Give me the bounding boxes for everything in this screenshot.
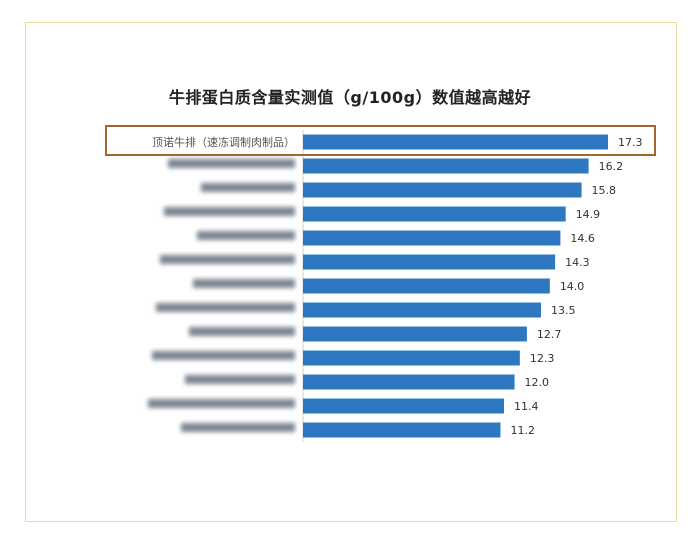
data-label: 14.6 xyxy=(570,232,595,245)
bar xyxy=(303,182,582,198)
data-label: 11.4 xyxy=(514,400,539,413)
category-label-redacted xyxy=(100,350,295,363)
data-label: 12.0 xyxy=(525,376,550,389)
bar xyxy=(303,254,556,270)
category-label-redacted xyxy=(100,374,295,387)
data-label: 14.9 xyxy=(576,208,601,221)
chart-title: 牛排蛋白质含量实测值（g/100g）数值越高越好 xyxy=(168,88,532,107)
category-label: 顶诺牛排（速冻调制肉制品） xyxy=(152,136,295,149)
category-label-redacted xyxy=(100,398,295,411)
redacted-text xyxy=(156,303,295,312)
data-label: 16.2 xyxy=(599,160,624,173)
bar xyxy=(303,350,520,366)
redacted-text xyxy=(168,159,295,168)
data-label: 12.3 xyxy=(530,352,555,365)
redacted-text xyxy=(164,207,295,216)
redacted-text xyxy=(201,183,295,192)
data-label: 12.7 xyxy=(537,328,562,341)
category-label-redacted xyxy=(100,326,295,339)
category-label-redacted xyxy=(100,278,295,291)
redacted-text xyxy=(152,351,295,360)
redacted-text xyxy=(189,327,295,336)
bar xyxy=(303,230,561,246)
category-label-redacted xyxy=(100,422,295,435)
redacted-text xyxy=(185,375,295,384)
category-label-redacted xyxy=(100,230,295,243)
redacted-text xyxy=(181,423,295,432)
data-label: 17.3 xyxy=(618,136,643,149)
category-label-redacted xyxy=(100,158,295,171)
data-label: 11.2 xyxy=(510,424,535,437)
bar xyxy=(303,206,566,222)
bar xyxy=(303,134,608,150)
bar xyxy=(303,326,527,342)
highlight-box xyxy=(105,125,656,156)
category-label-redacted xyxy=(100,182,295,195)
bar xyxy=(303,302,542,318)
redacted-text xyxy=(193,279,295,288)
data-label: 14.0 xyxy=(560,280,585,293)
chart-frame xyxy=(25,22,677,522)
bar xyxy=(303,374,515,390)
category-label-redacted xyxy=(100,302,295,315)
redacted-text xyxy=(160,255,295,264)
redacted-text xyxy=(197,231,295,240)
bar xyxy=(303,278,550,294)
category-label-redacted xyxy=(100,254,295,267)
data-label: 13.5 xyxy=(551,304,576,317)
redacted-text xyxy=(148,399,295,408)
bar xyxy=(303,422,501,438)
bar xyxy=(303,398,504,414)
bar xyxy=(303,158,589,174)
data-label: 14.3 xyxy=(565,256,590,269)
category-label-redacted xyxy=(100,206,295,219)
data-label: 15.8 xyxy=(592,184,617,197)
